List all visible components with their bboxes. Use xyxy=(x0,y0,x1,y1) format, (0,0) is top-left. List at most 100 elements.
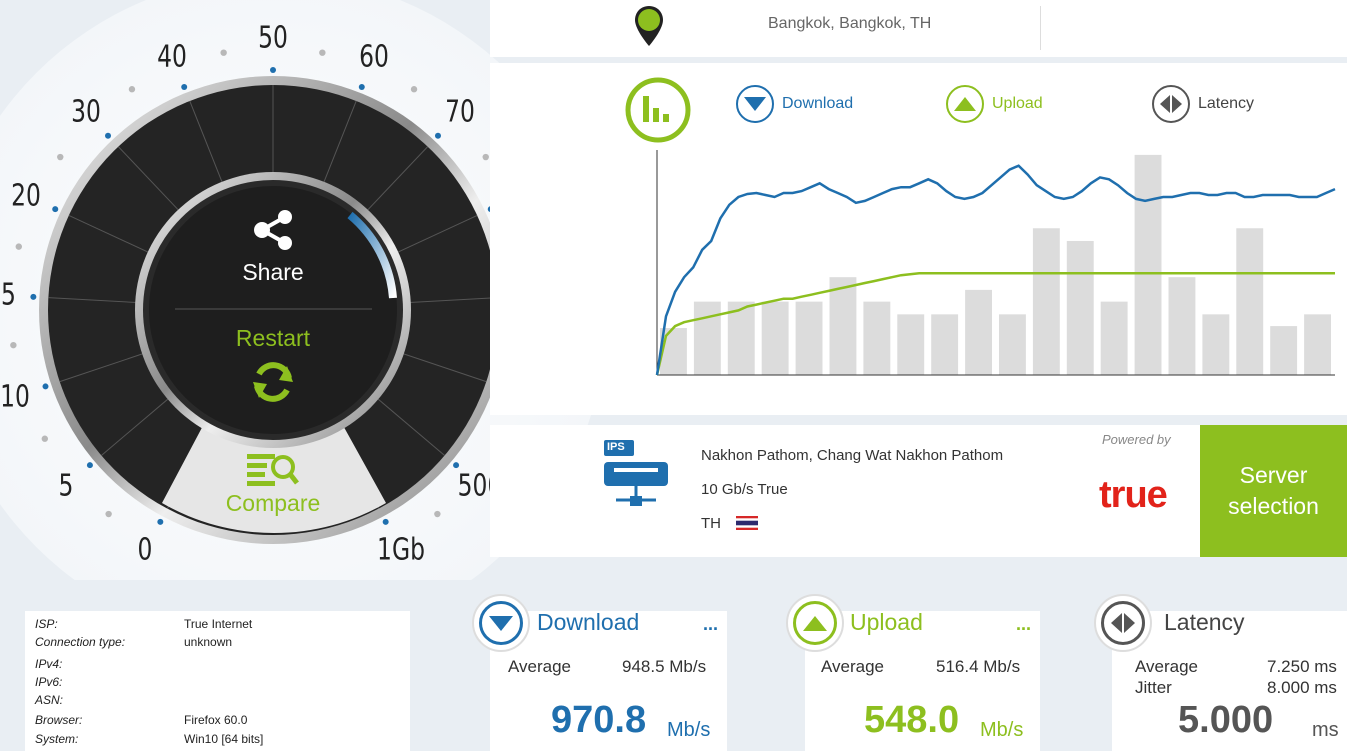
gauge-minor-dot xyxy=(220,49,227,56)
latency-bar xyxy=(863,301,891,375)
latency-bar xyxy=(1304,314,1331,375)
download-more-button[interactable]: ... xyxy=(703,614,719,634)
gauge-segment-line xyxy=(320,100,357,190)
gauge-segment-line xyxy=(362,146,429,216)
server-country: TH xyxy=(701,515,721,532)
latency-average-label: Average xyxy=(1135,657,1199,676)
latency-bar xyxy=(1032,228,1060,375)
latency-bar xyxy=(1134,154,1162,375)
legend-download[interactable]: Download xyxy=(736,85,853,123)
compare-button[interactable]: Compare xyxy=(200,450,346,525)
chart-icon[interactable] xyxy=(624,76,692,144)
legend-upload[interactable]: Upload xyxy=(946,85,1043,123)
powered-by-label: Powered by xyxy=(1102,432,1171,447)
gauge-tick-label: 50 xyxy=(258,20,288,56)
gauge-minor-dot xyxy=(128,86,136,93)
gauge-minor-dot xyxy=(57,153,64,161)
latency-bar xyxy=(931,314,959,375)
gauge-tick-label: 5 xyxy=(58,468,73,504)
upload-value: 548.0 xyxy=(864,699,960,741)
share-button[interactable]: Share xyxy=(225,205,321,295)
isp-row-label: IPv4: xyxy=(35,657,63,671)
gauge-segment-line xyxy=(390,214,478,256)
upload-more-button[interactable]: ... xyxy=(1016,614,1032,634)
latency-bar xyxy=(1236,228,1264,375)
gauge-segment-line xyxy=(101,393,175,456)
legend-latency-label: Latency xyxy=(1198,95,1255,112)
server-selection-label-2: selection xyxy=(1228,493,1319,519)
location-divider xyxy=(1040,6,1041,50)
gauge-tick-label: 15 xyxy=(0,277,17,313)
isp-row-label: ASN: xyxy=(35,693,64,707)
gauge-segment-line xyxy=(48,297,144,304)
upload-card xyxy=(805,611,1040,751)
gauge-segment-line xyxy=(371,393,445,456)
upload-card-title: Upload xyxy=(850,609,923,635)
latency-bar xyxy=(897,314,925,375)
thailand-flag-icon xyxy=(736,516,758,530)
jitter-label: Jitter xyxy=(1135,678,1172,697)
gauge-minor-dot xyxy=(41,435,49,442)
latency-card-icon xyxy=(1094,594,1152,652)
latency-bar xyxy=(761,301,789,375)
legend-upload-label: Upload xyxy=(992,95,1043,112)
gauge-segment-line xyxy=(59,350,150,383)
server-selection-label-1: Server xyxy=(1239,462,1308,488)
gauge-tick-label: 1Gb xyxy=(376,532,425,568)
share-icon xyxy=(254,210,292,250)
download-average-value: 948.5 Mb/s xyxy=(622,657,707,676)
gauge-tick-marker xyxy=(157,518,164,525)
latency-card-title: Latency xyxy=(1164,609,1245,635)
upload-icon xyxy=(946,85,984,123)
share-label: Share xyxy=(242,259,304,285)
gauge-minor-dot xyxy=(15,243,22,250)
gauge-tick-marker xyxy=(382,518,389,525)
latency-bar xyxy=(660,328,687,375)
isp-row-value: True Internet xyxy=(184,617,253,631)
gauge-minor-dot xyxy=(410,86,418,93)
download-unit: Mb/s xyxy=(667,719,711,741)
gauge-minor-dot xyxy=(10,341,17,349)
server-selection-button[interactable]: Server selection xyxy=(1200,425,1347,557)
latency-unit: ms xyxy=(1312,719,1339,741)
gauge-minor-dot xyxy=(482,153,489,161)
gauge-tick-label: 0 xyxy=(137,532,153,568)
location-text: Bangkok, Bangkok, TH xyxy=(768,15,932,32)
gauge-tick-marker xyxy=(86,462,93,469)
download-value: 970.8 xyxy=(551,699,647,741)
upload-series-line xyxy=(655,272,1335,376)
gauge-minor-dot xyxy=(319,49,326,56)
gauge-segment-line xyxy=(117,146,184,216)
gauge-tick-label: 20 xyxy=(11,178,42,214)
gauge-tick-marker xyxy=(105,132,112,139)
restart-label: Restart xyxy=(235,325,311,351)
location-bar xyxy=(490,0,1347,57)
speed-chart xyxy=(655,150,1336,376)
latency-bar xyxy=(727,301,755,375)
gauge-segment-line xyxy=(402,297,498,304)
legend-latency[interactable]: Latency xyxy=(1152,85,1254,123)
location-pin-icon xyxy=(635,6,663,46)
server-provider: 10 Gb/s True xyxy=(701,481,788,498)
latency-icon xyxy=(1152,85,1190,123)
latency-bar xyxy=(1270,326,1298,375)
server-location: Nakhon Pathom, Chang Wat Nakhon Pathom xyxy=(701,447,1004,464)
isp-row-label: System: xyxy=(35,732,79,746)
latency-bar xyxy=(999,314,1026,375)
download-card-icon xyxy=(472,594,530,652)
gauge-tick-marker xyxy=(30,293,37,300)
upload-unit: Mb/s xyxy=(980,719,1024,741)
download-card-title: Download xyxy=(537,609,640,635)
isp-row-label: Browser: xyxy=(35,713,83,727)
restart-button[interactable]: Restart xyxy=(215,325,331,410)
gauge-tick-marker xyxy=(453,462,460,469)
gauge-segment-line xyxy=(396,350,487,383)
latency-average-value: 7.250 ms xyxy=(1267,657,1337,676)
gauge-tick-marker xyxy=(42,383,49,390)
isp-info-panel: ISP: True Internet Connection type: unknown… xyxy=(25,611,410,751)
legend-download-label: Download xyxy=(782,95,854,112)
latency-bar xyxy=(965,289,992,375)
gauge-tick-marker xyxy=(434,132,441,139)
jitter-value: 8.000 ms xyxy=(1267,678,1337,697)
isp-row-label: IPv6: xyxy=(35,675,63,689)
